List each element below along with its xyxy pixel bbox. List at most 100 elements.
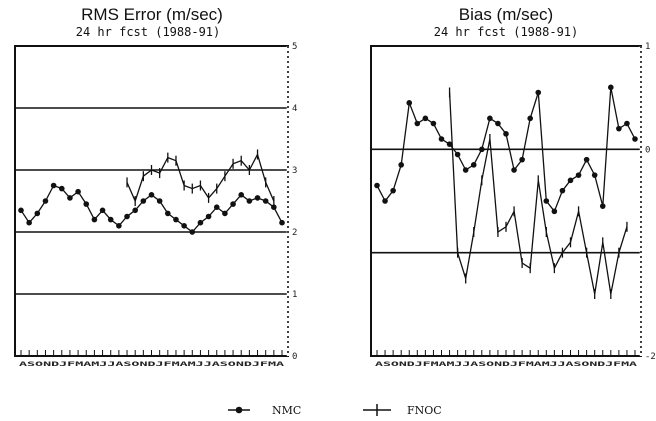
rms-nmc-point (238, 192, 245, 198)
rms-nmc-point (173, 216, 179, 223)
bias-nmc-point (374, 182, 380, 189)
rms-nmc-point (132, 207, 138, 214)
rms-y-tick-label: 1 (292, 290, 297, 300)
bias-gridlines (371, 46, 643, 356)
rms-nmc-point (197, 219, 204, 226)
bias-x-axis-ticks (376, 350, 636, 356)
bias-nmc-point (567, 177, 574, 184)
bias-nmc-point (599, 203, 606, 209)
rms-nmc-point (156, 198, 163, 204)
bias-nmc-point (535, 89, 542, 96)
bias-panel-subtitle: 24 hr fcst (1988-91) (434, 25, 579, 39)
legend-item-nmc: NMC (228, 404, 301, 417)
bias-nmc-point (527, 115, 533, 122)
bias-nmc-point (382, 198, 388, 204)
bias-nmc-point (511, 167, 517, 173)
bias-nmc-point (519, 156, 525, 163)
legend-label-nmc: NMC (272, 404, 301, 417)
bias-nmc-point (551, 208, 558, 215)
bias-fnoc-series-line (448, 92, 628, 295)
rms-y-tick-label: 4 (292, 104, 297, 114)
rms-nmc-point (271, 204, 277, 210)
rms-nmc-point (140, 198, 147, 204)
rms-nmc-point (189, 229, 196, 235)
bias-nmc-point (470, 162, 477, 168)
bias-panel-title: Bias (m/sec) (459, 5, 553, 24)
bias-nmc-point (632, 136, 638, 142)
bias-nmc-point (422, 115, 429, 122)
rms-nmc-point (279, 219, 285, 226)
rms-y-tick-label: 5 (292, 42, 297, 52)
bias-y-axis: 1 0 -2 (645, 42, 656, 362)
bias-nmc-point (398, 162, 404, 168)
rms-panel-subtitle: 24 hr fcst (1988-91) (76, 25, 221, 39)
rms-nmc-point (67, 195, 73, 201)
bias-series (374, 84, 638, 299)
bias-panel: Bias (m/sec) 24 hr fcst (1988-91) 1 0 -2… (370, 5, 656, 368)
rms-month-axis-labels: ASONDJFMAMJJASONDJFMAMJJASONDJFMA (19, 360, 284, 368)
rms-gridlines (15, 45, 290, 356)
bias-nmc-point (624, 120, 630, 127)
bias-nmc-point (414, 120, 421, 127)
rms-nmc-point (50, 182, 57, 189)
rms-nmc-point (230, 201, 236, 207)
rms-nmc-point (148, 192, 155, 198)
bias-nmc-point (559, 187, 566, 194)
bias-nmc-point (462, 167, 469, 173)
bias-nmc-point (575, 172, 582, 178)
bias-month-axis-labels: ASONDJFMAMJJASONDJFMAMJJASONDJFMA (375, 360, 637, 368)
bias-nmc-point (495, 120, 501, 127)
rms-nmc-point (205, 213, 212, 220)
rms-y-axis: 0 1 2 3 4 5 (292, 42, 297, 362)
bias-plot-frame (370, 45, 642, 357)
bias-nmc-point (608, 84, 614, 91)
rms-y-tick-label: 2 (292, 228, 297, 238)
rms-nmc-point (222, 210, 228, 217)
rms-error-panel: RMS Error (m/sec) 24 hr fcst (1988-91) 0… (14, 5, 297, 368)
bias-nmc-point (406, 100, 413, 106)
rms-nmc-point (107, 216, 114, 223)
rms-nmc-point (181, 223, 187, 229)
legend: NMC FNOC (228, 404, 442, 417)
legend-label-fnoc: FNOC (407, 404, 442, 417)
rms-nmc-point (116, 223, 122, 229)
rms-nmc-point (26, 219, 32, 226)
bias-y-tick-label: -2 (645, 352, 656, 362)
rms-nmc-point (58, 185, 65, 192)
rms-nmc-point (34, 210, 41, 217)
bias-nmc-point (430, 120, 437, 127)
rms-nmc-point (262, 198, 269, 204)
rms-x-axis-ticks (20, 350, 283, 356)
rms-nmc-point (91, 216, 98, 223)
bias-y-tick-label: 1 (645, 42, 650, 52)
rms-nmc-point (42, 198, 49, 204)
rms-nmc-point (213, 204, 220, 210)
bias-nmc-point (479, 146, 485, 153)
rms-nmc-point (99, 207, 106, 214)
bias-nmc-point (487, 115, 493, 122)
bias-y-tick-label: 0 (645, 145, 650, 155)
rms-nmc-point (254, 195, 261, 201)
bias-nmc-point (446, 141, 453, 147)
rms-y-tick-label: 3 (292, 166, 297, 176)
bias-nmc-point (583, 156, 590, 163)
rms-panel-title: RMS Error (m/sec) (81, 5, 223, 24)
bias-nmc-point (390, 187, 396, 194)
rms-nmc-point (75, 188, 81, 195)
rms-nmc-point (83, 201, 90, 207)
rms-y-tick-label: 0 (292, 352, 297, 362)
bias-nmc-point (543, 198, 550, 204)
rms-series (18, 149, 285, 235)
rms-nmc-point (18, 207, 24, 214)
bias-nmc-point (503, 131, 509, 137)
legend-item-fnoc: FNOC (363, 404, 442, 417)
legend-dot-marker (235, 406, 243, 414)
rms-nmc-point (165, 210, 171, 217)
rms-nmc-point (246, 198, 253, 204)
rms-nmc-point (124, 213, 130, 220)
bias-nmc-point (438, 136, 445, 142)
bias-nmc-point (591, 172, 598, 178)
bias-nmc-point (454, 151, 461, 158)
bias-nmc-point (616, 125, 622, 132)
